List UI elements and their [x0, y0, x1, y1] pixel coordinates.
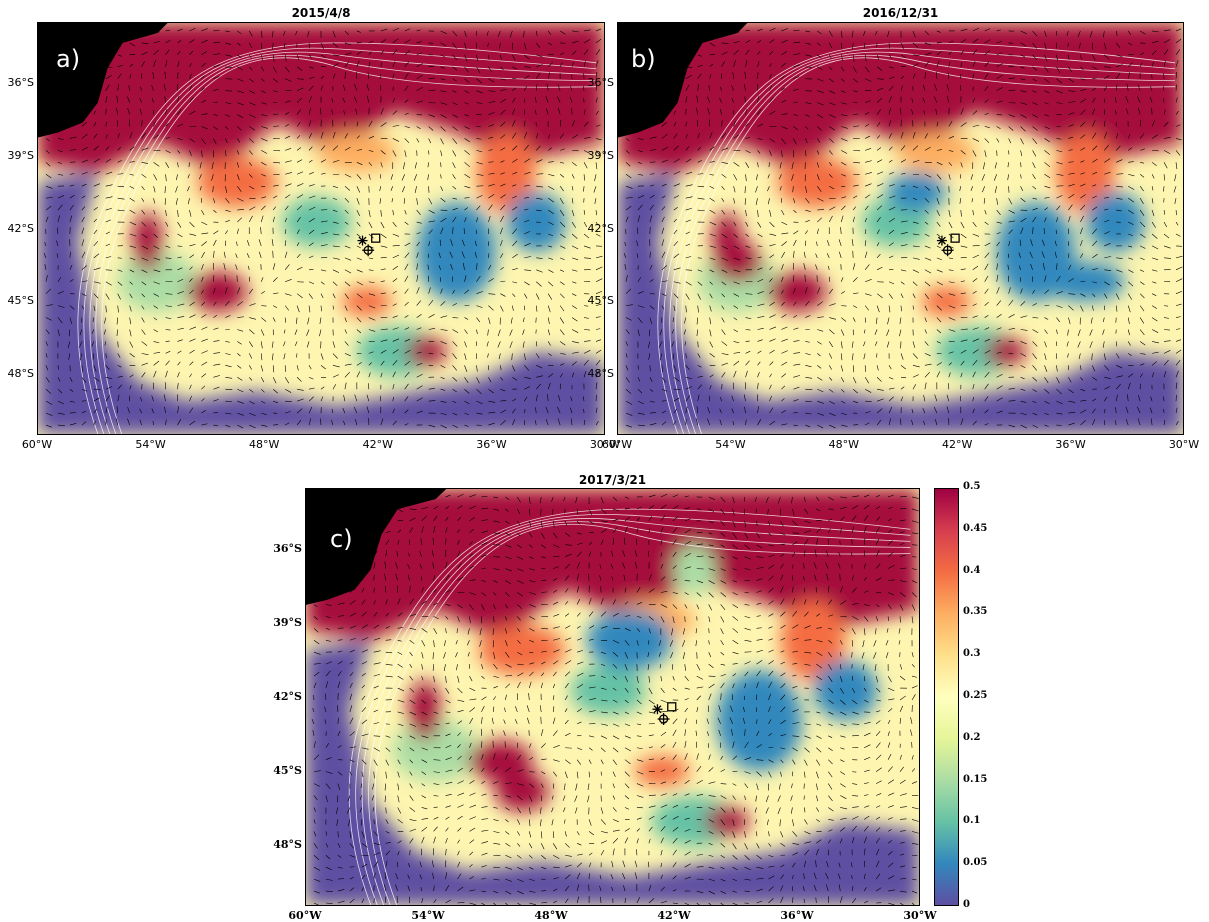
colorbar-tick-label: 0.1 [963, 815, 980, 826]
panel-c-letter: c) [330, 525, 353, 553]
colorbar-tick-label: 0.3 [963, 648, 980, 659]
y-tick-label: 48°S [0, 367, 34, 380]
x-tick-label: 30°W [1159, 438, 1209, 451]
panel-c-field [306, 489, 919, 905]
colorbar-tick-label: 0.5 [963, 481, 980, 492]
y-tick-label: 42°S [262, 690, 302, 703]
x-tick-label: 36°W [772, 909, 822, 922]
y-tick-label: 45°S [0, 294, 34, 307]
x-tick-label: 36°W [466, 438, 516, 451]
y-tick-label: 48°S [262, 838, 302, 851]
colorbar-tick-label: 0.05 [963, 857, 987, 868]
x-tick-label: 54°W [403, 909, 453, 922]
y-tick-label: 39°S [0, 149, 34, 162]
panel-b-letter: b) [631, 45, 656, 73]
x-tick-label: 48°W [526, 909, 576, 922]
panel-c-title: 2017/3/21 [305, 473, 920, 487]
x-tick-label: 42°W [649, 909, 699, 922]
panel-a-letter: a) [56, 45, 80, 73]
y-tick-label: 36°S [0, 76, 34, 89]
x-tick-label: 60°W [592, 438, 642, 451]
x-tick-label: 30°W [895, 909, 945, 922]
colorbar-tick-label: 0.4 [963, 565, 980, 576]
panel-b-title: 2016/12/31 [617, 6, 1184, 20]
colorbar-tick-label: 0.25 [963, 690, 987, 701]
colorbar-tick-label: 0.45 [963, 523, 987, 534]
y-tick-label: 45°S [574, 294, 614, 307]
panel-a-title: 2015/4/8 [37, 6, 605, 20]
colorbar-tick-label: 0 [963, 899, 970, 910]
colorbar-tick-label: 0.2 [963, 732, 980, 743]
panel-a-field [38, 23, 604, 434]
y-tick-label: 39°S [262, 616, 302, 629]
y-tick-label: 39°S [574, 149, 614, 162]
x-tick-label: 48°W [239, 438, 289, 451]
x-tick-label: 60°W [12, 438, 62, 451]
y-tick-label: 45°S [262, 764, 302, 777]
panel-c-map: c) [305, 488, 920, 906]
panel-b-map: b) [617, 22, 1184, 435]
y-tick-label: 42°S [574, 222, 614, 235]
y-tick-label: 36°S [574, 76, 614, 89]
colorbar-tick-label: 0.35 [963, 606, 987, 617]
x-tick-label: 36°W [1046, 438, 1096, 451]
panel-a-map: a) [37, 22, 605, 435]
panel-b-field [618, 23, 1183, 434]
x-tick-label: 42°W [932, 438, 982, 451]
x-tick-label: 48°W [819, 438, 869, 451]
y-tick-label: 48°S [574, 367, 614, 380]
x-tick-label: 42°W [353, 438, 403, 451]
colorbar-tick-label: 0.15 [963, 774, 987, 785]
x-tick-label: 54°W [705, 438, 755, 451]
y-tick-label: 36°S [262, 542, 302, 555]
x-tick-label: 54°W [126, 438, 176, 451]
x-tick-label: 60°W [280, 909, 330, 922]
colorbar [934, 488, 959, 906]
y-tick-label: 42°S [0, 222, 34, 235]
